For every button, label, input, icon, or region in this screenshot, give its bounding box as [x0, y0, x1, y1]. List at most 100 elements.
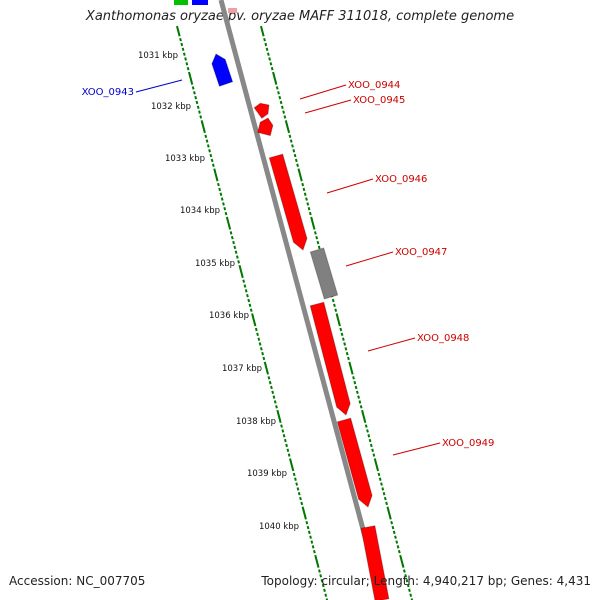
track-tick [269, 62, 273, 66]
track-tick [237, 260, 240, 264]
track-tick [305, 197, 308, 201]
track-tick [176, 25, 180, 35]
gene-label-xoo-0947[interactable]: XOO_0947 [395, 247, 447, 258]
gene-xoo-0946-body[interactable] [269, 154, 307, 250]
track-tick [193, 91, 196, 95]
gene-partial-bottom-edge [360, 525, 390, 600]
track-tick [292, 472, 296, 477]
track-tick [266, 371, 270, 375]
track-tick [220, 197, 224, 201]
track-tick [338, 322, 341, 327]
track-tick [229, 231, 233, 235]
track-tick [218, 187, 222, 192]
track-tick [306, 525, 310, 530]
track-tick [278, 419, 282, 423]
gene-xoo-0947[interactable] [309, 247, 339, 300]
track-tick [307, 207, 311, 211]
gene-xoo-0943-edge [211, 53, 234, 87]
track-tick [300, 501, 304, 506]
track-tick [395, 540, 399, 544]
gene-label-xoo-0945[interactable]: XOO_0945 [353, 95, 405, 106]
gene-label-xoo-0944[interactable]: XOO_0944 [348, 80, 400, 91]
track-tick [264, 364, 269, 373]
track-tick [272, 395, 276, 399]
track-tick [195, 100, 199, 105]
track-tick [366, 429, 369, 433]
track-tick [244, 289, 248, 293]
gene-xoo-0943-body[interactable] [211, 54, 233, 87]
scale-tick-label: 1035 kbp [195, 259, 235, 269]
track-tick [275, 86, 279, 90]
track-tick [378, 477, 382, 481]
track-tick [258, 342, 262, 346]
gene-xoo-0945[interactable] [257, 117, 274, 137]
track-tick [324, 593, 328, 597]
track-tick [261, 351, 264, 356]
track-tick [377, 472, 381, 477]
track-tick [267, 52, 270, 56]
track-tick [294, 477, 297, 481]
gene-label-leader [326, 178, 374, 194]
scale-tick-label: 1040 kbp [259, 522, 299, 532]
track-tick [273, 400, 277, 404]
gene-xoo-0944[interactable] [253, 102, 270, 120]
track-tick [260, 25, 264, 35]
gene-xoo-0947-edge [309, 247, 339, 300]
partial-blue-feature[interactable] [192, 0, 208, 5]
gene-xoo-0948-body[interactable] [310, 302, 351, 415]
gene-label-xoo-0943[interactable]: XOO_0943 [82, 87, 134, 98]
gene-xoo-0943[interactable] [211, 53, 234, 87]
track-tick [323, 588, 326, 593]
track-tick [382, 492, 386, 496]
gene-xoo-0945-body[interactable] [257, 118, 273, 136]
track-tick [289, 139, 293, 143]
track-tick [314, 231, 317, 235]
track-tick [320, 578, 324, 583]
gene-label-leader [367, 337, 416, 352]
map-title: Xanthomonas oryzae pv. oryzae MAFF 31101… [85, 9, 515, 24]
gene-xoo-0944-body[interactable] [254, 103, 269, 119]
gene-xoo-0948[interactable] [309, 301, 351, 416]
gene-xoo-0949-edge [336, 417, 373, 508]
partial-green-feature[interactable] [174, 0, 188, 5]
track-tick [295, 482, 299, 486]
track-tick [401, 564, 405, 568]
track-tick [198, 110, 201, 114]
track-tick [241, 274, 244, 279]
track-tick [387, 508, 392, 518]
gene-xoo-0946[interactable] [268, 153, 308, 251]
gene-xoo-0949[interactable] [336, 417, 373, 508]
scale-tick-label: 1039 kbp [247, 469, 287, 479]
scale-tick-label: 1037 kbp [222, 364, 262, 374]
track-tick [354, 385, 358, 390]
gene-label-xoo-0949[interactable]: XOO_0949 [442, 438, 494, 449]
gene-label-xoo-0946[interactable]: XOO_0946 [375, 174, 427, 185]
track-tick [289, 460, 294, 469]
track-tick [259, 347, 263, 351]
track-tick [353, 380, 357, 385]
track-tick [281, 429, 285, 433]
track-tick [277, 412, 282, 421]
gene-xoo-0946-edge [268, 153, 308, 251]
gene-label-xoo-0948[interactable]: XOO_0948 [417, 333, 469, 344]
track-tick [334, 308, 338, 312]
track-tick [319, 574, 323, 578]
track-tick [304, 516, 307, 520]
track-tick [256, 332, 259, 337]
gene-xoo-0947-body[interactable] [310, 248, 338, 299]
track-tick [367, 434, 371, 438]
gene-partial-bottom-body[interactable] [361, 525, 389, 600]
gene-partial-bottom[interactable] [360, 525, 390, 600]
track-tick [232, 240, 235, 245]
track-tick [371, 448, 374, 452]
track-tick [372, 453, 376, 457]
track-tick [212, 163, 215, 167]
track-tick [311, 545, 315, 549]
track-tick [361, 412, 366, 421]
track-tick [299, 496, 302, 501]
gene-xoo-0949-body[interactable] [337, 418, 373, 507]
scale-tick-label: 1031 kbp [138, 51, 178, 61]
track-tick [204, 134, 208, 138]
track-tick [280, 424, 283, 428]
